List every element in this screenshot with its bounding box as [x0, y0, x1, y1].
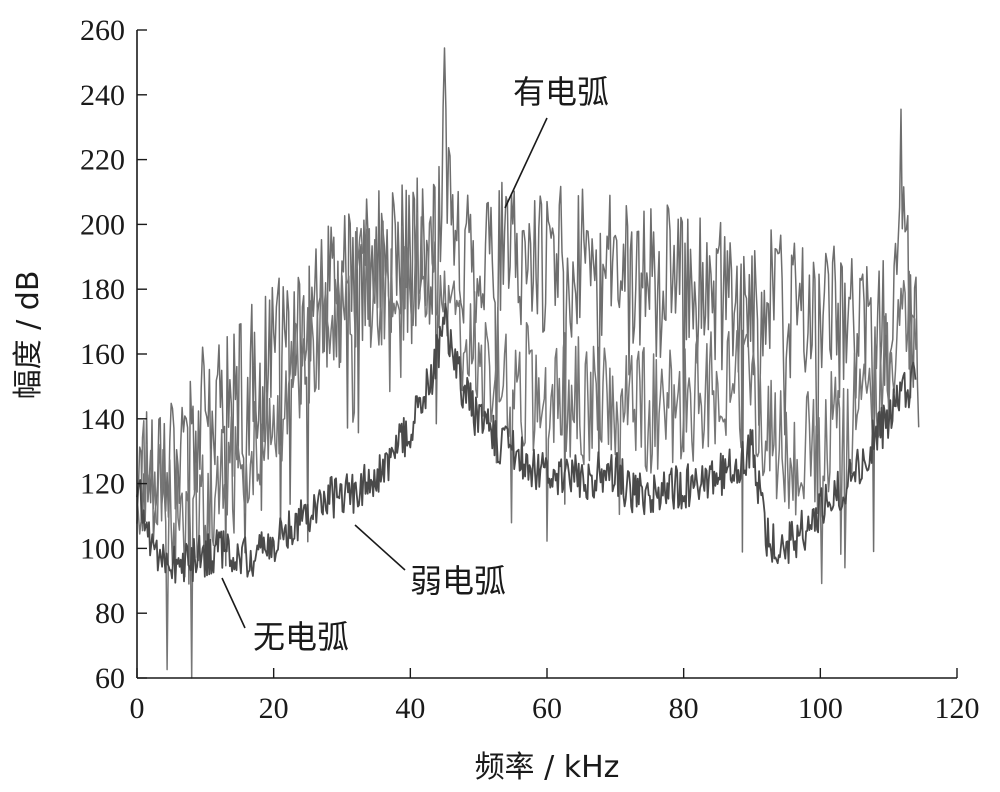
annotation-weak-arc: 弱电弧: [410, 562, 506, 600]
y-tick-label: 180: [80, 273, 125, 306]
annotation-arc: 有电弧: [513, 73, 609, 111]
y-tick-label: 200: [80, 208, 125, 241]
x-tick-label: 60: [532, 692, 562, 725]
series-line-3: [136, 302, 917, 584]
x-axis-title: 频率 / kHz: [475, 750, 620, 785]
annotation-leader-weak-arc: [354, 524, 406, 571]
x-tick-label: 100: [798, 692, 843, 725]
y-tick-label: 100: [80, 532, 125, 565]
series-layer: [136, 47, 920, 679]
y-tick-label: 260: [80, 14, 125, 47]
series-line-1: [136, 47, 920, 585]
x-ticks: 0 20 40 60 80 100 120: [130, 668, 980, 725]
y-tick-label: 220: [80, 144, 125, 177]
x-tick-label: 120: [935, 692, 980, 725]
annotation-no-arc: 无电弧: [253, 618, 349, 656]
y-tick-label: 160: [80, 338, 125, 371]
y-ticks: 60 80 100 120 140 160 180 200 220 240 260: [80, 14, 147, 695]
y-tick-label: 120: [80, 468, 125, 501]
y-tick-label: 240: [80, 79, 125, 112]
annotation-leader-arc: [504, 117, 548, 209]
y-tick-label: 60: [95, 662, 125, 695]
annotation-leader-no-arc: [221, 577, 246, 629]
y-axis-title: 幅度 / dB: [11, 271, 46, 400]
x-tick-label: 40: [395, 692, 425, 725]
y-tick-label: 80: [95, 597, 125, 630]
y-tick-label: 140: [80, 403, 125, 436]
series-line-2: [136, 212, 917, 679]
x-tick-label: 80: [669, 692, 699, 725]
x-tick-label: 20: [259, 692, 289, 725]
axes-layer: [136, 30, 957, 679]
x-tick-label: 0: [130, 692, 145, 725]
